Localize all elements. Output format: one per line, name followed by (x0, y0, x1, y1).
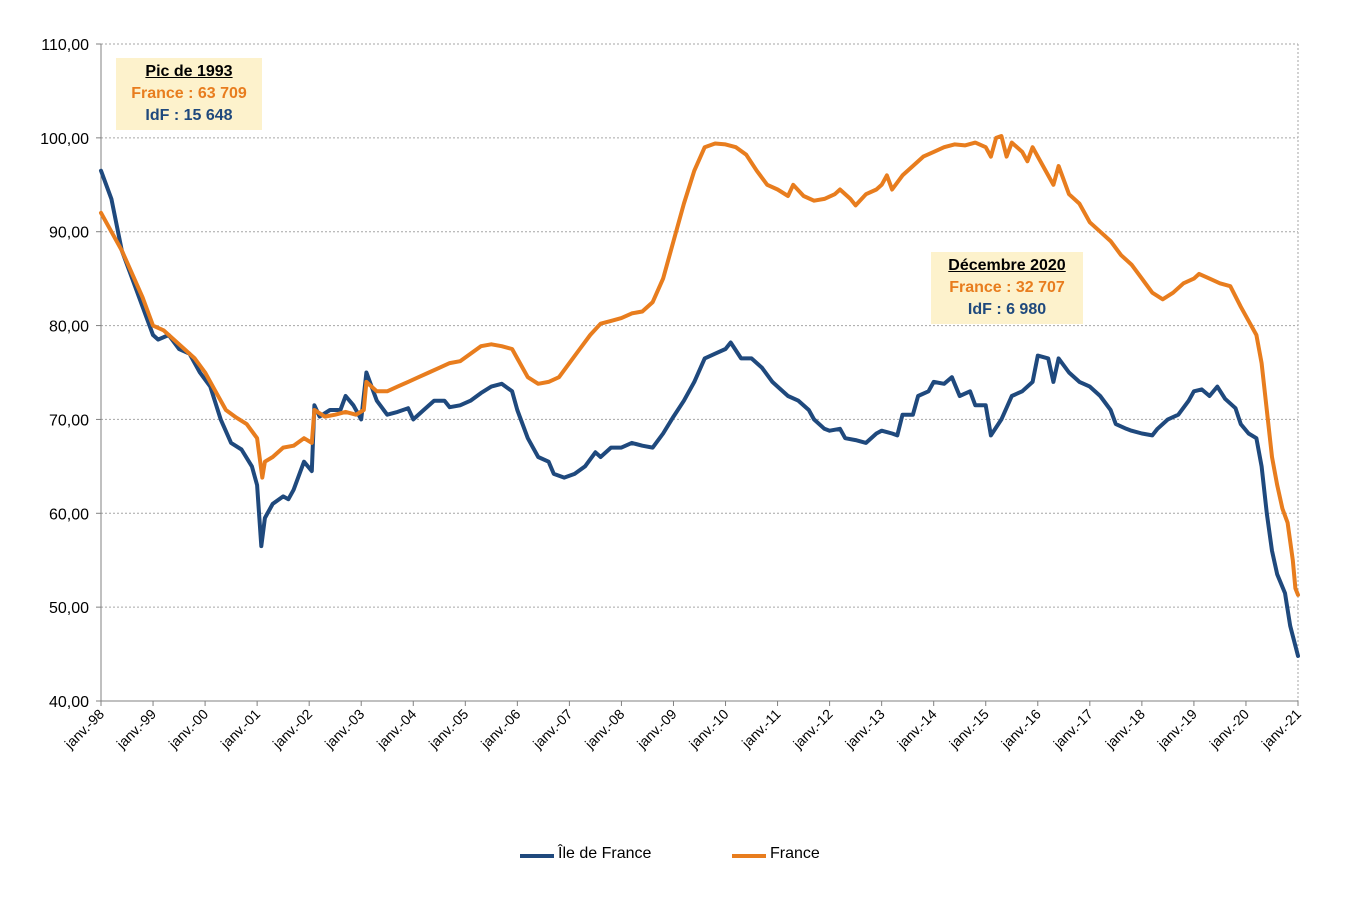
x-tick-label: janv.-20 (1206, 706, 1253, 753)
x-tick-label: janv.-19 (1154, 706, 1201, 753)
x-tick-label: janv.-11 (738, 706, 784, 752)
legend-label-ile-de-france: Île de France (558, 845, 652, 862)
x-tick-label: janv.-10 (685, 706, 732, 753)
x-tick-label: janv.-00 (165, 706, 212, 753)
annotation-dec-idf: IdF : 6 980 (967, 301, 1047, 318)
x-tick-label: janv.-12 (789, 706, 836, 753)
annotation-dec-france: France : 32 707 (949, 279, 1065, 296)
y-tick-label: 80,00 (49, 319, 89, 336)
annotation-peak-1993: Pic de 1993 France : 63 709 IdF : 15 648 (116, 58, 262, 130)
x-tick-label: janv.-21 (1258, 706, 1305, 753)
y-tick-label: 110,00 (41, 37, 89, 54)
annotation-peak-france: France : 63 709 (131, 85, 247, 102)
legend-swatch-ile-de-france (520, 854, 554, 858)
x-tick-label: janv.-03 (321, 706, 368, 753)
series-line-ile-de-france (99, 168, 1300, 658)
y-tick-label: 40,00 (49, 694, 89, 711)
legend-swatch-france (732, 854, 766, 858)
x-tick-label: janv.-04 (373, 706, 420, 753)
axes (96, 43, 1299, 706)
x-tick-label: janv.-16 (997, 706, 1044, 753)
y-tick-label: 60,00 (49, 506, 89, 523)
annotation-peak-title: Pic de 1993 (145, 63, 233, 80)
x-tick-label: janv.-01 (217, 706, 264, 753)
annotation-dec-title: Décembre 2020 (948, 257, 1066, 274)
x-tick-label: janv.-99 (113, 706, 160, 753)
x-tick-label: janv.-06 (477, 706, 524, 753)
x-tick-label: janv.-13 (841, 706, 888, 753)
x-tick-label: janv.-09 (633, 706, 680, 753)
legend-label-france: France (770, 845, 820, 862)
y-tick-label: 90,00 (49, 225, 89, 242)
x-tick-label: janv.-07 (529, 706, 576, 753)
y-tick-labels: 40,00 50,00 60,00 70,00 80,00 90,00 100,00 110,… (40, 37, 89, 711)
x-tick-labels: janv.-98 janv.-99 janv.-00 janv.-01 janv.-02… (61, 706, 1305, 753)
x-tick-label: janv.-98 (61, 706, 108, 753)
annotation-peak-idf: IdF : 15 648 (145, 107, 233, 124)
series-line-france (99, 134, 1300, 597)
y-tick-label: 100,00 (40, 131, 89, 148)
series-lines (99, 134, 1300, 658)
y-tick-label: 50,00 (49, 600, 89, 617)
x-tick-label: janv.-17 (1049, 706, 1096, 753)
y-tick-label: 70,00 (49, 412, 89, 429)
x-tick-label: janv.-02 (269, 706, 316, 753)
x-tick-label: janv.-15 (945, 706, 992, 753)
x-tick-label: janv.-14 (893, 706, 940, 753)
annotation-december-2020: Décembre 2020 France : 32 707 IdF : 6 98… (931, 252, 1083, 324)
x-tick-label: janv.-05 (425, 706, 472, 753)
x-tick-label: janv.-18 (1101, 706, 1148, 753)
x-tick-label: janv.-08 (581, 706, 628, 753)
